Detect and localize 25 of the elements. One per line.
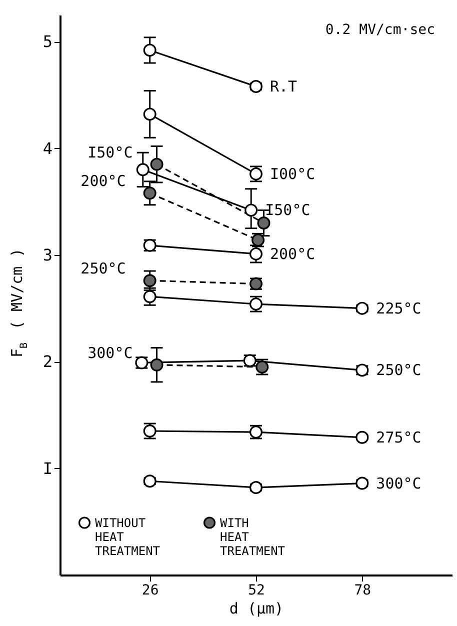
annotation: 200°C <box>80 172 126 190</box>
annotation: R.T <box>270 77 298 96</box>
annotation: I50°C <box>265 201 310 220</box>
annotation: 225°C <box>376 299 422 318</box>
legend-label: WITHOUT HEAT TREATMENT <box>95 516 160 558</box>
text: FB ( MV/cm ) <box>8 248 30 358</box>
annotation: 275°C <box>376 428 422 446</box>
annotation: I50°C <box>88 143 133 162</box>
y-tick-label: I <box>42 458 52 478</box>
annotation: 250°C <box>376 361 422 380</box>
y-tick-label: 5 <box>42 32 52 52</box>
x-tick-label: 52 <box>248 582 265 598</box>
y-tick-label: 3 <box>42 246 52 264</box>
annotation: 200°C <box>270 244 316 263</box>
annotation: I00°C <box>270 164 316 183</box>
annotation: 0.2 MV/cm·sec <box>325 22 435 38</box>
x-tick-label: 26 <box>142 582 159 598</box>
y-tick-label: 2 <box>42 352 52 372</box>
x-tick-label: 78 <box>354 582 372 598</box>
annotation: 300°C <box>376 474 422 492</box>
x-axis-title: d (μm) <box>229 600 284 618</box>
legend-label: WITH HEAT TREATMENT <box>220 516 286 558</box>
y-tick-label: 4 <box>42 138 52 158</box>
annotation: 300°C <box>88 344 133 362</box>
annotation: 250°C <box>80 260 126 278</box>
